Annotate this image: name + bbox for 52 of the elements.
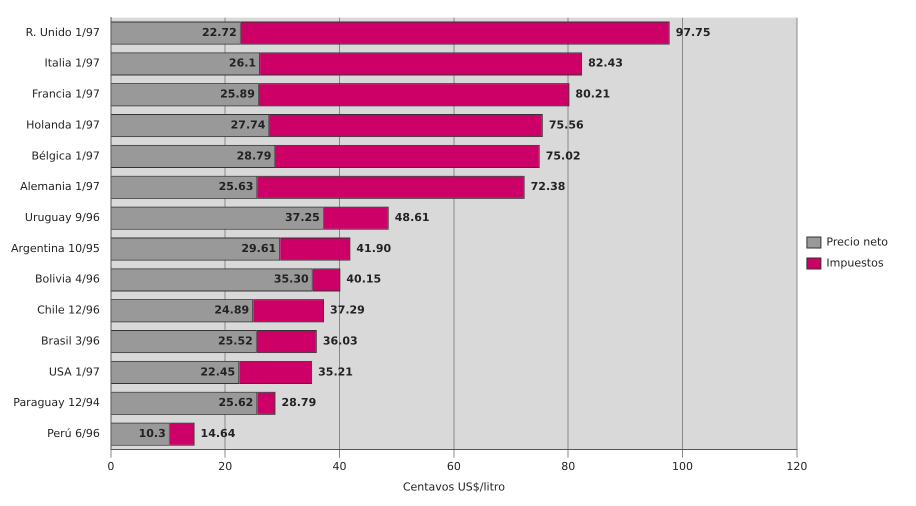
total-label: 80.21 (575, 88, 610, 101)
x-tick-label: 120 (786, 460, 808, 474)
total-label: 28.79 (281, 396, 316, 410)
y-tick-label: Bélgica 1/97 (31, 149, 100, 162)
y-tick-label: Uruguay 9/96 (24, 211, 100, 224)
total-label: 72.38 (530, 180, 566, 194)
total-label: 40.15 (346, 272, 382, 286)
y-tick-label: Paraguay 12/94 (13, 396, 100, 410)
total-label: 35.21 (318, 365, 353, 378)
data-label: 25.62 (218, 396, 254, 410)
y-tick-label: Alemania 1/97 (20, 180, 100, 194)
legend-label: Precio neto (826, 235, 888, 248)
total-label: 14.64 (200, 427, 236, 440)
y-tick-label: Brasil 3/96 (40, 334, 100, 348)
data-label: 25.52 (218, 334, 253, 348)
x-tick-label: 0 (107, 460, 114, 474)
data-label: 27.74 (230, 118, 266, 132)
data-label: 25.63 (218, 180, 254, 194)
data-label: 22.45 (200, 365, 236, 378)
x-tick-label: 40 (332, 460, 347, 474)
data-label: 25.89 (220, 88, 255, 101)
data-label: 29.61 (241, 242, 276, 255)
x-tick-label: 60 (446, 460, 461, 474)
y-tick-label: Italia 1/97 (44, 56, 100, 70)
data-label: 35.30 (274, 272, 310, 286)
legend-label: Impuestos (826, 256, 884, 270)
y-tick-label: Holanda 1/97 (26, 118, 100, 132)
total-label: 37.29 (330, 304, 365, 317)
total-label: 48.61 (394, 211, 430, 224)
data-label: 10.3 (138, 427, 166, 440)
total-label: 36.03 (322, 334, 358, 348)
data-label: 28.79 (236, 149, 272, 162)
y-tick-label: R. Unido 1/97 (26, 26, 100, 39)
data-label: 26.1 (228, 56, 256, 70)
x-tick-label: 20 (218, 460, 232, 474)
y-tick-label: Chile 12/96 (37, 304, 100, 317)
y-tick-label: Argentina 10/95 (10, 242, 100, 255)
total-label: 75.02 (546, 149, 581, 162)
x-axis-title: Centavos US$/litro (402, 480, 506, 494)
y-tick-label: Francia 1/97 (32, 88, 100, 101)
y-tick-label: Perú 6/96 (47, 427, 100, 440)
data-label: 22.72 (202, 26, 237, 39)
total-label: 41.90 (356, 242, 392, 255)
data-label: 37.25 (285, 211, 320, 224)
total-label: 97.75 (676, 26, 710, 39)
x-tick-label: 100 (672, 460, 694, 474)
x-tick-label: 80 (561, 460, 576, 474)
y-tick-label: USA 1/97 (48, 365, 100, 378)
total-label: 75.56 (548, 118, 584, 132)
total-label: 82.43 (588, 56, 623, 70)
y-tick-label: Bolivia 4/96 (34, 272, 100, 286)
data-label: 24.89 (214, 304, 250, 317)
